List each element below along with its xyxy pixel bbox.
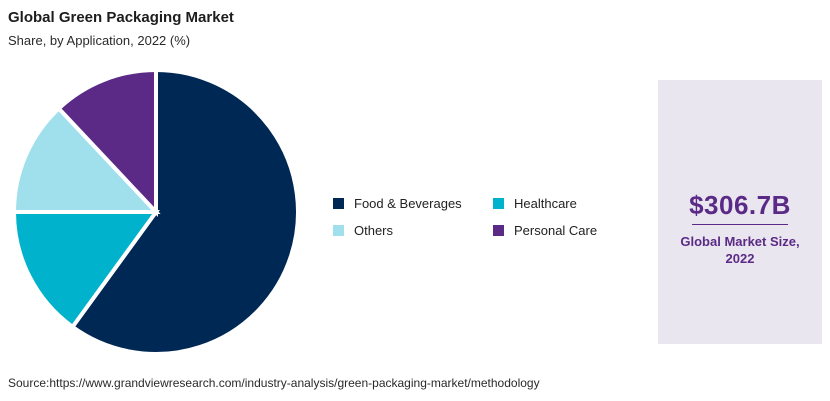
- source-note: Source:https://www.grandviewresearch.com…: [8, 376, 540, 390]
- legend-swatch-healthcare: [493, 198, 504, 209]
- pie-slice-personal-care: [55, 67, 158, 218]
- pie-chart: [11, 67, 300, 356]
- market-size-card: $306.7B Global Market Size, 2022: [658, 80, 822, 344]
- pie-slice-food-beverages: [69, 67, 300, 356]
- market-size-value: $306.7B: [689, 190, 791, 220]
- legend-swatch-food-beverages: [333, 198, 344, 209]
- chart-subtitle: Share, by Application, 2022 (%): [8, 33, 191, 48]
- chart-title: Global Green Packaging Market: [8, 9, 234, 26]
- legend-swatch-personal-care: [493, 225, 504, 236]
- market-size-label: Global Market Size, 2022: [680, 234, 800, 266]
- legend-item-healthcare: Healthcare: [493, 196, 623, 211]
- legend-label-food-beverages: Food & Beverages: [354, 196, 462, 211]
- legend-label-personal-care: Personal Care: [514, 223, 598, 238]
- legend-item-food-beverages: Food & Beverages: [333, 196, 493, 211]
- legend-label-others: Others: [354, 223, 394, 238]
- legend-swatch-others: [333, 225, 344, 236]
- pie-slice-others: [11, 105, 161, 214]
- legend-item-personal-care: Personal Care: [493, 223, 623, 238]
- market-size-divider: [692, 224, 788, 225]
- legend-item-others: Others: [333, 223, 493, 238]
- chart-legend: Food & Beverages Healthcare Others Perso…: [333, 196, 623, 238]
- pie-slice-healthcare: [11, 210, 160, 330]
- legend-label-healthcare: Healthcare: [514, 196, 577, 211]
